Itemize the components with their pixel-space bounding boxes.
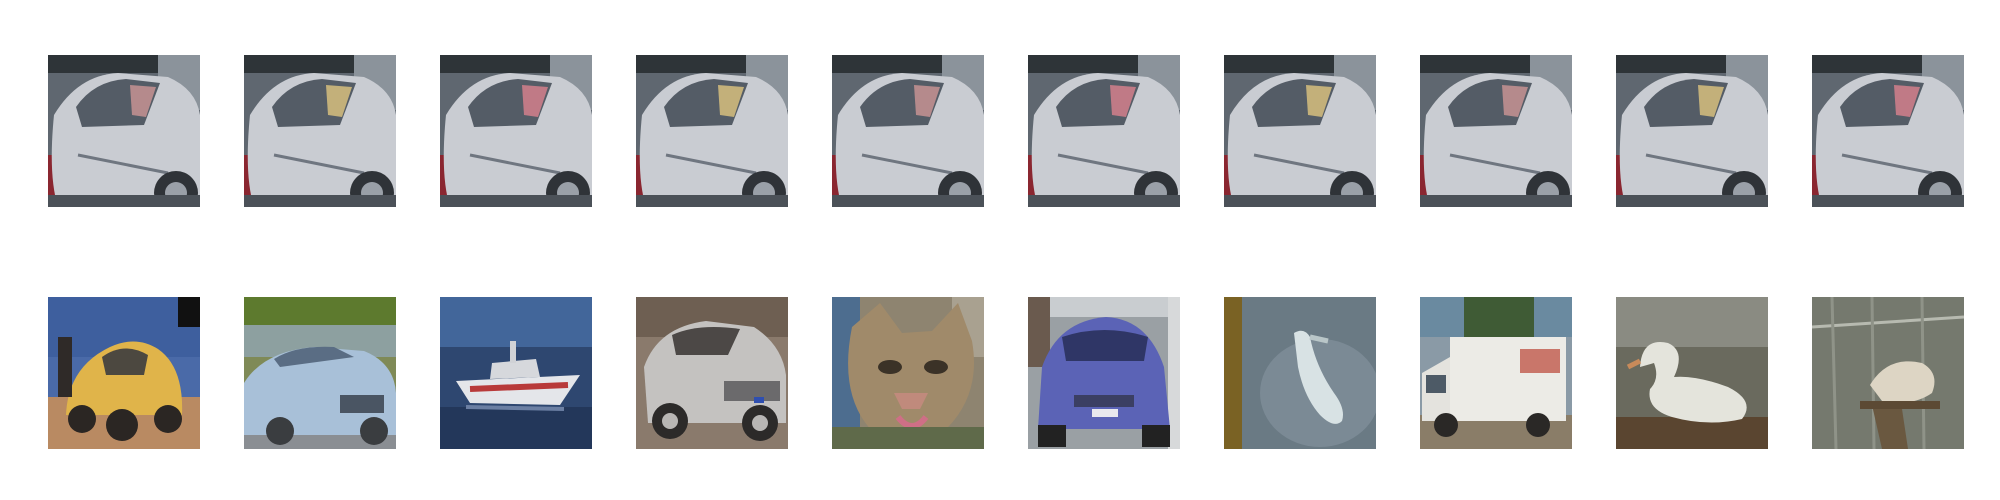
thumbnail-silver-car-5 bbox=[832, 55, 984, 207]
thumbnail-silver-car-10 bbox=[1812, 55, 1964, 207]
thumbnail-silver-car-9 bbox=[1616, 55, 1768, 207]
thumbnail-silver-car-6 bbox=[1028, 55, 1180, 207]
thumbnail-silver-car-4 bbox=[636, 55, 788, 207]
thumbnail-light-blue-convertible bbox=[244, 297, 396, 449]
thumbnail-blue-hatchback bbox=[1028, 297, 1180, 449]
thumbnail-white-truck bbox=[1420, 297, 1572, 449]
thumbnail-silver-car-8 bbox=[1420, 55, 1572, 207]
thumbnail-silver-car-1 bbox=[48, 55, 200, 207]
thumbnail-white-boat bbox=[440, 297, 592, 449]
thumbnail-white-swan bbox=[1616, 297, 1768, 449]
thumbnail-white-bird-in-water bbox=[1224, 297, 1376, 449]
thumbnail-lynx-cat-face bbox=[832, 297, 984, 449]
thumbnail-silver-suv bbox=[636, 297, 788, 449]
thumbnail-silver-car-7 bbox=[1224, 55, 1376, 207]
thumbnail-yellow-beetle-car bbox=[48, 297, 200, 449]
thumbnail-bird-in-cage bbox=[1812, 297, 1964, 449]
thumbnail-silver-car-2 bbox=[244, 55, 396, 207]
thumbnail-silver-car-3 bbox=[440, 55, 592, 207]
